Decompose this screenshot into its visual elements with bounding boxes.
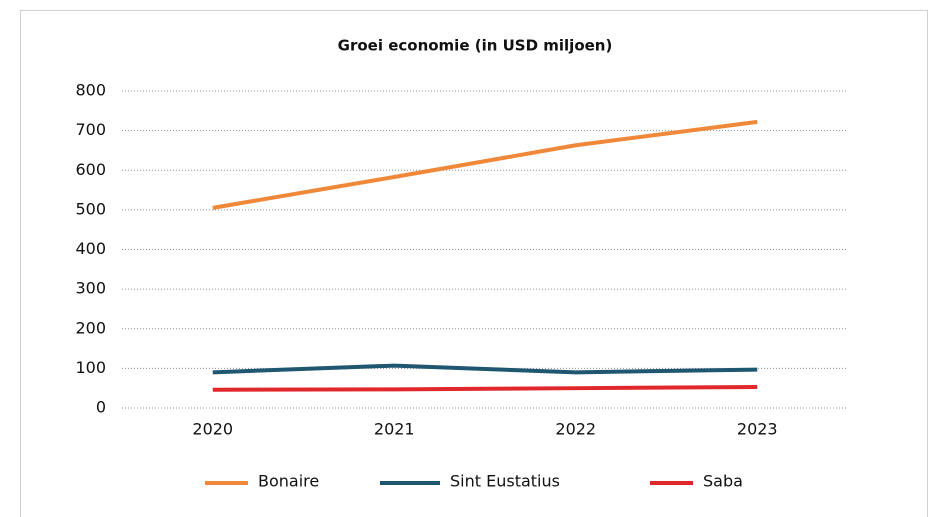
x-tick-label: 2023: [737, 420, 778, 439]
y-tick-label: 400: [75, 239, 106, 258]
y-tick-label: 100: [75, 358, 106, 377]
chart-frame: [20, 10, 928, 517]
x-tick-label: 2022: [555, 420, 596, 439]
y-tick-label: 0: [96, 398, 106, 417]
y-tick-label: 200: [75, 318, 106, 337]
x-tick-label: 2020: [192, 420, 233, 439]
y-tick-label: 300: [75, 279, 106, 298]
y-tick-label: 800: [75, 81, 106, 100]
y-tick-label: 500: [75, 199, 106, 218]
legend-label: Sint Eustatius: [450, 472, 560, 491]
y-tick-label: 700: [75, 120, 106, 139]
legend-label: Bonaire: [258, 472, 319, 491]
legend-label: Saba: [703, 472, 743, 491]
chart-title: Groei economie (in USD miljoen): [338, 37, 613, 55]
series-line: [212, 119, 758, 210]
series-line: [212, 363, 758, 375]
series-line: [212, 384, 758, 392]
y-tick-label: 600: [75, 160, 106, 179]
x-tick-label: 2021: [374, 420, 415, 439]
